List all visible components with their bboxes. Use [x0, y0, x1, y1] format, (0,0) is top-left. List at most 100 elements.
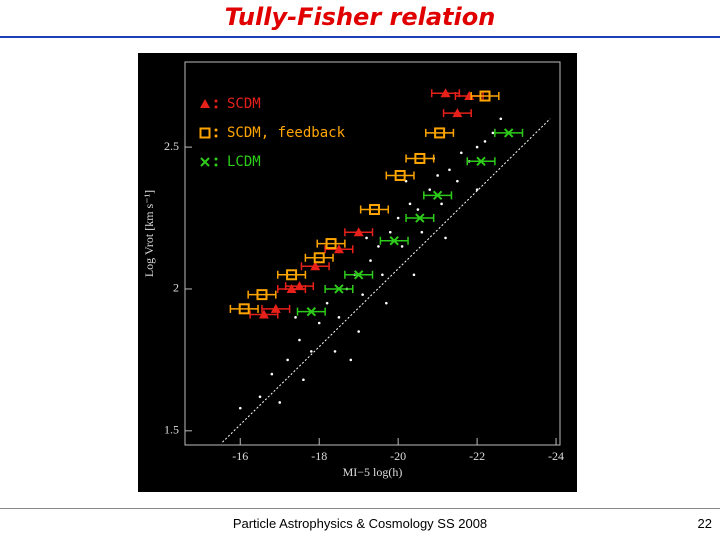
point: [349, 358, 353, 362]
point: [368, 204, 380, 216]
x-tick-label: -18: [311, 449, 327, 463]
point: [432, 190, 443, 201]
x-tick-label: -22: [469, 449, 485, 463]
point: [394, 169, 406, 181]
point: [400, 245, 404, 248]
point: [416, 208, 420, 211]
error-bar: [247, 290, 277, 299]
legend-label: LCDM: [227, 154, 261, 170]
error-bar: [385, 171, 415, 180]
point: [278, 401, 282, 404]
point: [256, 289, 268, 301]
legend-dot: [214, 128, 218, 132]
error-bar: [405, 154, 435, 163]
error-bar: [470, 92, 500, 101]
point: [325, 301, 329, 305]
point: [414, 152, 426, 164]
legend-dot: [214, 99, 218, 103]
point: [479, 90, 491, 102]
point: [357, 330, 360, 333]
error-bar: [316, 239, 346, 248]
legend-symbol: [200, 99, 210, 108]
point: [440, 202, 443, 206]
point: [396, 216, 400, 220]
point: [270, 303, 281, 313]
point: [483, 140, 487, 143]
point: [302, 378, 305, 382]
y-tick-label: 1.5: [164, 423, 179, 437]
title-rule: [0, 36, 720, 38]
error-bar: [425, 128, 455, 137]
point: [337, 316, 341, 319]
legend-symbol: [200, 157, 210, 167]
point: [503, 128, 514, 138]
y-axis-label: Log Vrot [km s⁻¹]: [142, 190, 156, 277]
footer-text: Particle Astrophysics & Cosmology SS 200…: [232, 516, 488, 531]
point: [270, 372, 274, 376]
legend-label: SCDM: [227, 96, 261, 112]
point: [258, 309, 269, 319]
point: [476, 156, 486, 167]
point: [428, 188, 432, 191]
point: [491, 131, 495, 135]
point: [238, 406, 242, 410]
point: [475, 145, 479, 149]
point: [310, 350, 313, 353]
point: [408, 202, 412, 206]
point: [258, 395, 262, 399]
x-axis-label: MI−5 log(h): [343, 465, 403, 479]
legend-label: SCDM, feedback: [227, 125, 346, 141]
x-tick-label: -24: [548, 449, 564, 463]
point: [294, 281, 305, 291]
point: [389, 236, 399, 246]
y-tick-label: 2.5: [164, 139, 179, 153]
point: [369, 259, 372, 262]
legend-dot: [214, 157, 218, 161]
x-tick-label: -20: [390, 449, 406, 463]
point: [412, 273, 416, 277]
point: [286, 269, 298, 281]
point: [381, 273, 384, 277]
y-tick-label: 2: [173, 281, 179, 295]
point: [365, 236, 368, 240]
point: [434, 127, 446, 139]
point: [420, 230, 424, 234]
point: [294, 316, 297, 319]
error-bar: [359, 205, 390, 214]
point: [313, 252, 325, 264]
footer-rule: [0, 508, 720, 509]
point: [333, 244, 344, 254]
slide-title: Tully-Fisher relation: [224, 3, 496, 31]
point: [361, 293, 364, 296]
point: [415, 213, 425, 223]
point: [448, 168, 451, 172]
error-bar: [277, 270, 307, 279]
legend-symbol: [199, 127, 211, 139]
point: [377, 245, 380, 248]
point: [456, 179, 459, 183]
page-number: 22: [697, 516, 712, 531]
point: [286, 358, 289, 362]
x-tick-label: -16: [232, 449, 248, 463]
point: [325, 238, 337, 250]
point: [353, 270, 364, 280]
point: [499, 117, 503, 121]
point: [310, 261, 321, 271]
point: [444, 236, 447, 240]
point: [317, 321, 321, 325]
trend-line: [222, 118, 551, 443]
point: [333, 350, 337, 353]
point: [298, 338, 301, 342]
point: [353, 227, 364, 237]
error-bar: [229, 304, 259, 313]
point: [385, 301, 388, 305]
legend-dot: [214, 163, 218, 167]
point: [286, 283, 297, 293]
legend-dot: [214, 134, 218, 138]
point: [440, 88, 451, 98]
point: [238, 303, 250, 315]
point: [475, 188, 479, 191]
point: [436, 174, 439, 177]
